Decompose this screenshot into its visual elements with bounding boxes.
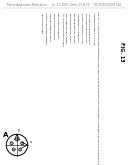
Text: Patent Application Publication      Jul. 27, 2010  Sheet 11 of 13     US 2010/01: Patent Application Publication Jul. 27, …: [7, 3, 121, 7]
Circle shape: [29, 84, 40, 97]
Circle shape: [11, 97, 33, 121]
Circle shape: [37, 29, 39, 32]
Circle shape: [30, 108, 36, 115]
Circle shape: [19, 86, 29, 98]
Circle shape: [21, 89, 27, 95]
Circle shape: [23, 27, 31, 36]
Circle shape: [26, 30, 28, 33]
Circle shape: [25, 29, 29, 34]
Text: FIG. 13. (A) Sample phantom: FIG. 13. (A) Sample phantom: [94, 13, 96, 45]
Circle shape: [35, 51, 39, 56]
Circle shape: [28, 105, 39, 117]
Circle shape: [13, 80, 35, 104]
Circle shape: [31, 88, 37, 94]
Circle shape: [24, 28, 30, 35]
Text: image reconstructed from: image reconstructed from: [71, 13, 72, 42]
Circle shape: [38, 38, 46, 48]
Circle shape: [19, 106, 25, 112]
Circle shape: [15, 138, 19, 141]
Circle shape: [35, 35, 49, 50]
Text: with 0.5 mM BDPA solution: with 0.5 mM BDPA solution: [82, 13, 84, 43]
Circle shape: [14, 100, 30, 117]
Circle shape: [36, 100, 40, 103]
Circle shape: [20, 24, 34, 39]
Circle shape: [34, 50, 40, 57]
Circle shape: [34, 97, 42, 106]
Text: A: A: [3, 132, 8, 138]
Circle shape: [30, 86, 38, 95]
Circle shape: [34, 25, 42, 35]
Circle shape: [23, 50, 28, 55]
Circle shape: [22, 49, 29, 56]
Circle shape: [30, 46, 44, 61]
Text: arranged in a pentagonal: arranged in a pentagonal: [78, 13, 80, 41]
Circle shape: [20, 88, 28, 97]
Circle shape: [31, 23, 45, 38]
Circle shape: [40, 40, 44, 45]
Circle shape: [19, 148, 22, 151]
Circle shape: [33, 96, 44, 108]
Text: back-projection algorithm. (C): back-projection algorithm. (C): [63, 13, 65, 47]
Circle shape: [27, 89, 49, 114]
Circle shape: [32, 89, 36, 93]
Circle shape: [21, 48, 30, 57]
Text: pattern. (B) Magnitude EPR: pattern. (B) Magnitude EPR: [74, 13, 76, 43]
Circle shape: [31, 110, 35, 113]
Text: rapidly scanned data using: rapidly scanned data using: [67, 13, 68, 43]
Circle shape: [23, 79, 45, 103]
Text: C: C: [10, 17, 14, 22]
Circle shape: [22, 90, 26, 94]
Text: x: x: [30, 140, 32, 145]
Circle shape: [21, 142, 24, 145]
Text: signal processing.: signal processing.: [43, 13, 44, 33]
Text: B: B: [10, 75, 15, 80]
Circle shape: [39, 39, 45, 46]
Text: Magnitude EPR image: Magnitude EPR image: [59, 13, 60, 37]
Circle shape: [30, 93, 46, 110]
Text: FIG. 13: FIG. 13: [119, 42, 124, 61]
Circle shape: [25, 103, 41, 120]
Circle shape: [18, 104, 26, 113]
Circle shape: [24, 51, 27, 54]
Circle shape: [35, 99, 41, 105]
Text: consisting of five 1-mm I.D.: consisting of five 1-mm I.D.: [90, 13, 91, 44]
Circle shape: [20, 107, 24, 111]
Circle shape: [12, 148, 15, 151]
Circle shape: [33, 49, 41, 58]
Text: FIG. 13. (A) Sample phantom consisting of five 1-mm I.D. glass capillary tubes f: FIG. 13. (A) Sample phantom consisting o…: [97, 11, 99, 165]
Circle shape: [16, 83, 32, 101]
Circle shape: [36, 28, 40, 33]
Circle shape: [41, 41, 43, 44]
Text: imaging method with digital: imaging method with digital: [47, 13, 48, 44]
Circle shape: [17, 103, 28, 115]
Circle shape: [22, 99, 44, 124]
Text: glass capillary tubes filled: glass capillary tubes filled: [86, 13, 88, 42]
Text: proposed rapid-scan EPR: proposed rapid-scan EPR: [51, 13, 52, 41]
Circle shape: [29, 107, 37, 116]
Circle shape: [26, 82, 42, 99]
Circle shape: [10, 142, 13, 145]
Circle shape: [36, 52, 38, 55]
Text: reconstructed using the: reconstructed using the: [55, 13, 56, 39]
Text: y: y: [18, 128, 20, 132]
Circle shape: [19, 45, 32, 60]
Circle shape: [35, 27, 41, 34]
